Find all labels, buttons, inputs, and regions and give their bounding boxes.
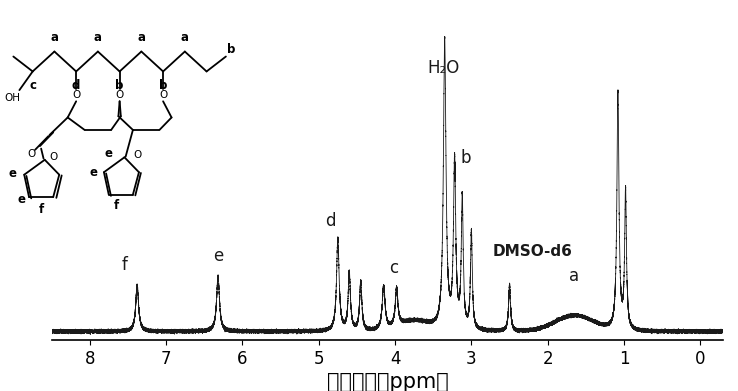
Text: b: b [227,43,235,56]
Text: d: d [325,212,336,230]
Text: e: e [17,193,25,206]
Text: a: a [569,267,579,285]
X-axis label: 化学位移（ppm）: 化学位移（ppm） [327,372,448,391]
Text: f: f [38,203,44,216]
Text: b: b [460,149,471,167]
Text: O: O [49,152,58,162]
Text: DMSO-d6: DMSO-d6 [492,244,573,259]
Text: O: O [134,150,142,160]
Text: b: b [115,79,124,91]
Text: O: O [72,90,80,100]
Text: a: a [50,31,58,44]
Text: O: O [27,149,35,159]
Text: a: a [137,31,145,44]
Text: e: e [89,167,97,179]
Text: d: d [72,79,80,91]
Text: f: f [114,199,119,212]
Text: O: O [116,90,124,100]
Text: b: b [159,79,168,91]
Text: H₂O: H₂O [427,59,459,77]
Text: OH: OH [4,93,20,102]
Text: c: c [389,258,398,276]
Text: e: e [9,167,17,180]
Text: f: f [121,256,127,274]
Text: e: e [213,247,223,265]
Text: c: c [30,79,36,91]
Text: a: a [94,31,102,44]
Text: a: a [181,31,189,44]
Text: e: e [105,147,113,160]
Text: O: O [159,90,168,100]
